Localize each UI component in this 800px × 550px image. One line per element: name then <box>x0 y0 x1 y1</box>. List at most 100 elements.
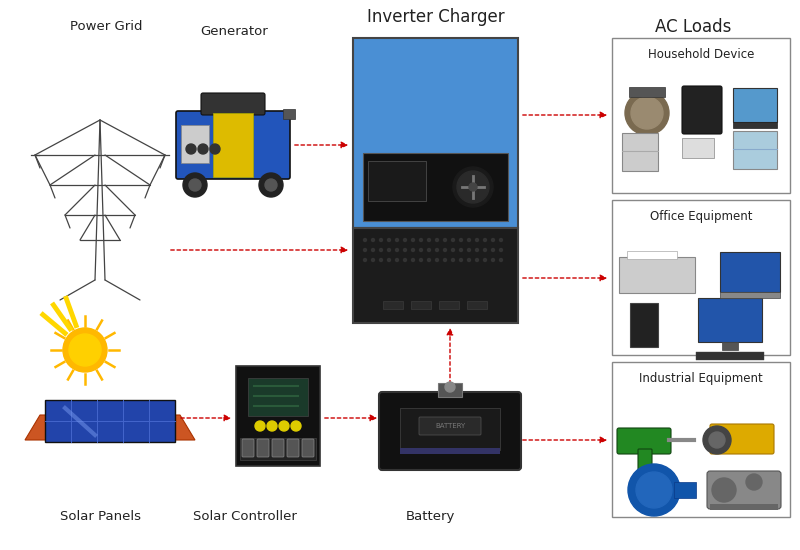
Circle shape <box>411 249 414 251</box>
Circle shape <box>403 258 406 261</box>
Circle shape <box>499 239 502 241</box>
Circle shape <box>379 258 382 261</box>
Circle shape <box>491 239 494 241</box>
Circle shape <box>443 258 446 261</box>
FancyBboxPatch shape <box>467 301 487 309</box>
FancyBboxPatch shape <box>257 439 269 457</box>
Circle shape <box>746 474 762 490</box>
Circle shape <box>443 239 446 241</box>
Circle shape <box>459 249 462 251</box>
Circle shape <box>419 258 422 261</box>
Circle shape <box>419 239 422 241</box>
Circle shape <box>363 249 366 251</box>
FancyBboxPatch shape <box>302 439 314 457</box>
Circle shape <box>189 179 201 191</box>
Text: Battery: Battery <box>406 510 454 523</box>
FancyBboxPatch shape <box>240 438 316 460</box>
Circle shape <box>210 144 220 154</box>
Circle shape <box>198 144 208 154</box>
Circle shape <box>63 328 107 372</box>
Circle shape <box>451 249 454 251</box>
Circle shape <box>636 472 672 508</box>
FancyBboxPatch shape <box>710 504 778 510</box>
Circle shape <box>379 249 382 251</box>
FancyBboxPatch shape <box>368 161 426 201</box>
Circle shape <box>387 258 390 261</box>
FancyBboxPatch shape <box>439 301 459 309</box>
Text: Industrial Equipment: Industrial Equipment <box>639 372 763 385</box>
FancyBboxPatch shape <box>353 228 518 323</box>
Circle shape <box>411 258 414 261</box>
Circle shape <box>451 239 454 241</box>
Circle shape <box>483 249 486 251</box>
Circle shape <box>625 91 669 135</box>
Circle shape <box>183 173 207 197</box>
Circle shape <box>469 183 477 191</box>
FancyBboxPatch shape <box>638 449 652 471</box>
Circle shape <box>467 249 470 251</box>
FancyBboxPatch shape <box>733 131 777 169</box>
FancyBboxPatch shape <box>630 303 658 347</box>
Circle shape <box>453 167 493 207</box>
Text: Household Device: Household Device <box>648 48 754 61</box>
Circle shape <box>267 421 277 431</box>
Circle shape <box>451 258 454 261</box>
Circle shape <box>387 249 390 251</box>
Circle shape <box>186 144 196 154</box>
Circle shape <box>459 258 462 261</box>
FancyBboxPatch shape <box>612 362 790 517</box>
FancyBboxPatch shape <box>722 342 738 350</box>
Circle shape <box>419 249 422 251</box>
Circle shape <box>291 421 301 431</box>
Circle shape <box>435 249 438 251</box>
FancyBboxPatch shape <box>379 392 521 470</box>
Circle shape <box>371 258 374 261</box>
Circle shape <box>411 239 414 241</box>
Circle shape <box>363 258 366 261</box>
Circle shape <box>459 239 462 241</box>
Circle shape <box>427 249 430 251</box>
FancyBboxPatch shape <box>400 408 500 450</box>
Circle shape <box>467 239 470 241</box>
FancyBboxPatch shape <box>353 38 518 228</box>
Circle shape <box>395 249 398 251</box>
FancyBboxPatch shape <box>400 448 500 454</box>
Circle shape <box>445 382 455 392</box>
FancyBboxPatch shape <box>707 471 781 509</box>
FancyBboxPatch shape <box>710 424 774 454</box>
Text: Inverter Charger: Inverter Charger <box>366 8 504 26</box>
FancyBboxPatch shape <box>720 252 780 292</box>
Circle shape <box>259 173 283 197</box>
Circle shape <box>371 249 374 251</box>
Circle shape <box>483 258 486 261</box>
FancyBboxPatch shape <box>201 93 265 115</box>
Circle shape <box>467 258 470 261</box>
Circle shape <box>379 239 382 241</box>
Circle shape <box>371 239 374 241</box>
Circle shape <box>483 239 486 241</box>
Circle shape <box>403 239 406 241</box>
FancyBboxPatch shape <box>419 417 481 435</box>
Circle shape <box>387 239 390 241</box>
Text: Power Grid: Power Grid <box>70 20 142 33</box>
Circle shape <box>279 421 289 431</box>
Circle shape <box>395 258 398 261</box>
FancyBboxPatch shape <box>674 482 696 498</box>
FancyBboxPatch shape <box>627 251 677 259</box>
Circle shape <box>475 258 478 261</box>
Circle shape <box>631 97 663 129</box>
Circle shape <box>69 334 101 366</box>
FancyBboxPatch shape <box>272 439 284 457</box>
Text: Solar Panels: Solar Panels <box>60 510 141 523</box>
FancyBboxPatch shape <box>213 113 253 177</box>
FancyBboxPatch shape <box>283 109 295 119</box>
FancyBboxPatch shape <box>698 298 762 342</box>
Text: BATTERY: BATTERY <box>435 423 465 429</box>
Text: Generator: Generator <box>200 25 268 38</box>
Circle shape <box>403 249 406 251</box>
Circle shape <box>427 239 430 241</box>
Circle shape <box>435 239 438 241</box>
FancyBboxPatch shape <box>622 133 658 171</box>
FancyBboxPatch shape <box>629 87 665 97</box>
Circle shape <box>712 478 736 502</box>
